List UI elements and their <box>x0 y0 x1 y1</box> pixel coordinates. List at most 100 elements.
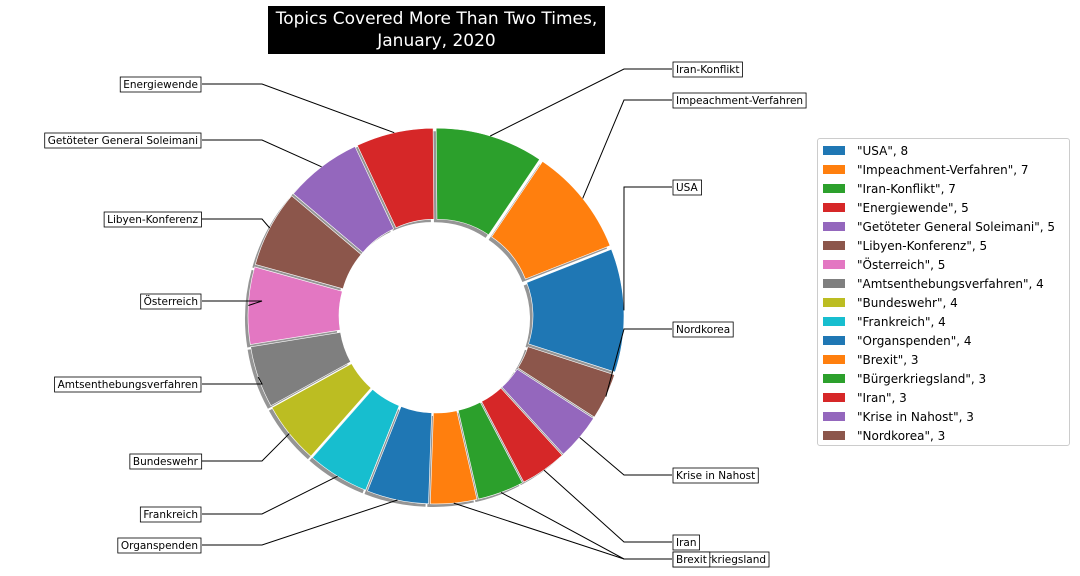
annotation-label-energiewende: Energiewende <box>123 79 198 91</box>
legend-item-libyen-konferenz: "Libyen-Konferenz", 5 <box>818 236 1069 255</box>
legend-swatch <box>823 165 845 174</box>
slice-libyen-konferenz <box>254 195 362 290</box>
annotation-label-iran-konflikt: Iran-Konflikt <box>676 64 739 76</box>
annotation-energiewende: Energiewende <box>119 76 202 93</box>
annotation-label-getoeteter-general-soleimani: Getöteter General Soleimani <box>48 135 198 147</box>
legend-swatch <box>823 146 845 155</box>
legend-item-impeachment-verfahren: "Impeachment-Verfahren", 7 <box>818 160 1069 179</box>
slice-brexit <box>429 410 478 505</box>
annotation-krise-in-nahost: Krise in Nahost <box>672 467 759 484</box>
annotation-box-nordkorea <box>672 321 734 338</box>
legend-label: "Amtsenthebungsverfahren", 4 <box>857 276 1044 291</box>
annotation-box-usa <box>672 179 702 196</box>
annotation-frankreich: Frankreich <box>139 506 202 523</box>
annotation-label-organspenden: Organspenden <box>121 540 198 552</box>
legend-label: "Österreich", 5 <box>857 257 946 272</box>
legend-label: "Frankreich", 4 <box>857 314 946 329</box>
annotation-label-nordkorea: Nordkorea <box>676 324 730 336</box>
leader-line-iran-konflikt <box>490 68 672 137</box>
annotation-brexit: Brexit <box>672 551 711 568</box>
legend-item-iran: "Iran", 3 <box>818 388 1069 407</box>
legend-item-brexit: "Brexit", 3 <box>818 350 1069 369</box>
annotation-label-usa: USA <box>676 182 699 194</box>
legend-label: "Getöteter General Soleimani", 5 <box>857 219 1056 234</box>
slice-organspenden <box>367 406 432 505</box>
annotation-box-iran-konflikt <box>672 61 743 78</box>
legend-swatch <box>823 431 845 440</box>
legend-label: "Organspenden", 4 <box>857 333 972 348</box>
annotation-iran: Iran <box>672 534 700 551</box>
slice-buergerkriegsland <box>457 401 523 500</box>
leader-line-usa <box>623 186 672 311</box>
legend-label: "Bundeswehr", 4 <box>857 295 958 310</box>
annotation-iran-konflikt: Iran-Konflikt <box>672 61 743 78</box>
annotation-box-organspenden <box>117 537 202 554</box>
legend-item-iran-konflikt: "Iran-Konflikt", 7 <box>818 179 1069 198</box>
annotation-box-impeachment-verfahren <box>672 92 807 109</box>
slice-usa <box>526 248 625 373</box>
legend-label: "Brexit", 3 <box>857 352 919 367</box>
chart-title-line-1: Topics Covered More Than Two Times, <box>275 9 598 29</box>
leader-line-amtsenthebungsverfahren <box>202 376 263 385</box>
annotation-usa: USA <box>672 179 702 196</box>
leader-line-brexit <box>453 502 672 560</box>
annotation-getoeteter-general-soleimani: Getöteter General Soleimani <box>44 132 202 149</box>
slice-impeachment-verfahren <box>491 160 611 280</box>
legend-item-oesterreich: "Österreich", 5 <box>818 255 1069 274</box>
leader-line-organspenden <box>202 499 398 546</box>
legend: "USA", 8 "Impeachment-Verfahren", 7 "Iran-… <box>817 138 1070 446</box>
legend-item-bundeswehr: "Bundeswehr", 4 <box>818 293 1069 312</box>
legend-swatch <box>823 393 845 402</box>
legend-swatch <box>823 203 845 212</box>
legend-swatch <box>823 336 845 345</box>
annotation-box-krise-in-nahost <box>672 467 759 484</box>
leader-line-krise-in-nahost <box>579 436 672 476</box>
slice-iran <box>481 387 563 483</box>
legend-item-usa: "USA", 8 <box>818 141 1069 160</box>
legend-swatch <box>823 298 845 307</box>
annotation-box-oesterreich <box>140 293 202 310</box>
slice-oesterreich <box>247 266 343 345</box>
annotation-label-bundeswehr: Bundeswehr <box>133 456 199 468</box>
legend-item-getoeteter-general-soleimani: "Getöteter General Soleimani", 5 <box>818 217 1069 236</box>
legend-swatch <box>823 355 845 364</box>
leader-line-impeachment-verfahren <box>582 99 672 199</box>
annotation-label-libyen-konferenz: Libyen-Konferenz <box>107 214 198 226</box>
annotation-amtsenthebungsverfahren: Amtsenthebungsverfahren <box>54 376 202 393</box>
legend-swatch <box>823 184 845 193</box>
legend-label: "Energiewende", 5 <box>857 200 969 215</box>
legend-label: "Impeachment-Verfahren", 7 <box>857 162 1029 177</box>
annotation-label-frankreich: Frankreich <box>143 509 198 521</box>
annotation-oesterreich: Österreich <box>140 293 202 310</box>
legend-label: "Nordkorea", 3 <box>857 428 946 443</box>
legend-label: "Iran", 3 <box>857 390 907 405</box>
slice-iran-konflikt <box>435 127 540 236</box>
legend-item-energiewende: "Energiewende", 5 <box>818 198 1069 217</box>
leader-line-libyen-konferenz <box>202 218 271 229</box>
legend-item-amtsenthebungsverfahren: "Amtsenthebungsverfahren", 4 <box>818 274 1069 293</box>
annotation-box-amtsenthebungsverfahren <box>54 376 202 393</box>
leader-line-iran <box>543 469 672 543</box>
chart-title: Topics Covered More Than Two Times, Janu… <box>268 6 605 54</box>
annotation-organspenden: Organspenden <box>117 537 202 554</box>
slice-bundeswehr <box>271 363 372 457</box>
slice-amtsenthebungsverfahren <box>250 332 352 407</box>
leader-line-getoeteter-general-soleimani <box>202 139 322 168</box>
legend-label: "USA", 8 <box>857 143 909 158</box>
annotation-libyen-konferenz: Libyen-Konferenz <box>103 211 202 228</box>
annotation-bundeswehr: Bundeswehr <box>129 453 203 470</box>
annotation-nordkorea: Nordkorea <box>672 321 734 338</box>
leader-line-energiewende <box>202 83 395 134</box>
legend-swatch <box>823 279 845 288</box>
leader-line-nordkorea <box>605 328 672 397</box>
legend-label: "Bürgerkriegsland", 3 <box>857 371 987 386</box>
slice-nordkorea <box>517 346 615 418</box>
legend-swatch <box>823 222 845 231</box>
legend-swatch <box>823 317 845 326</box>
legend-swatch <box>823 374 845 383</box>
annotation-box-energiewende <box>119 76 202 93</box>
annotation-box-iran <box>672 534 700 551</box>
legend-item-nordkorea: "Nordkorea", 3 <box>818 426 1069 445</box>
legend-item-krise-in-nahost: "Krise in Nahost", 3 <box>818 407 1069 426</box>
